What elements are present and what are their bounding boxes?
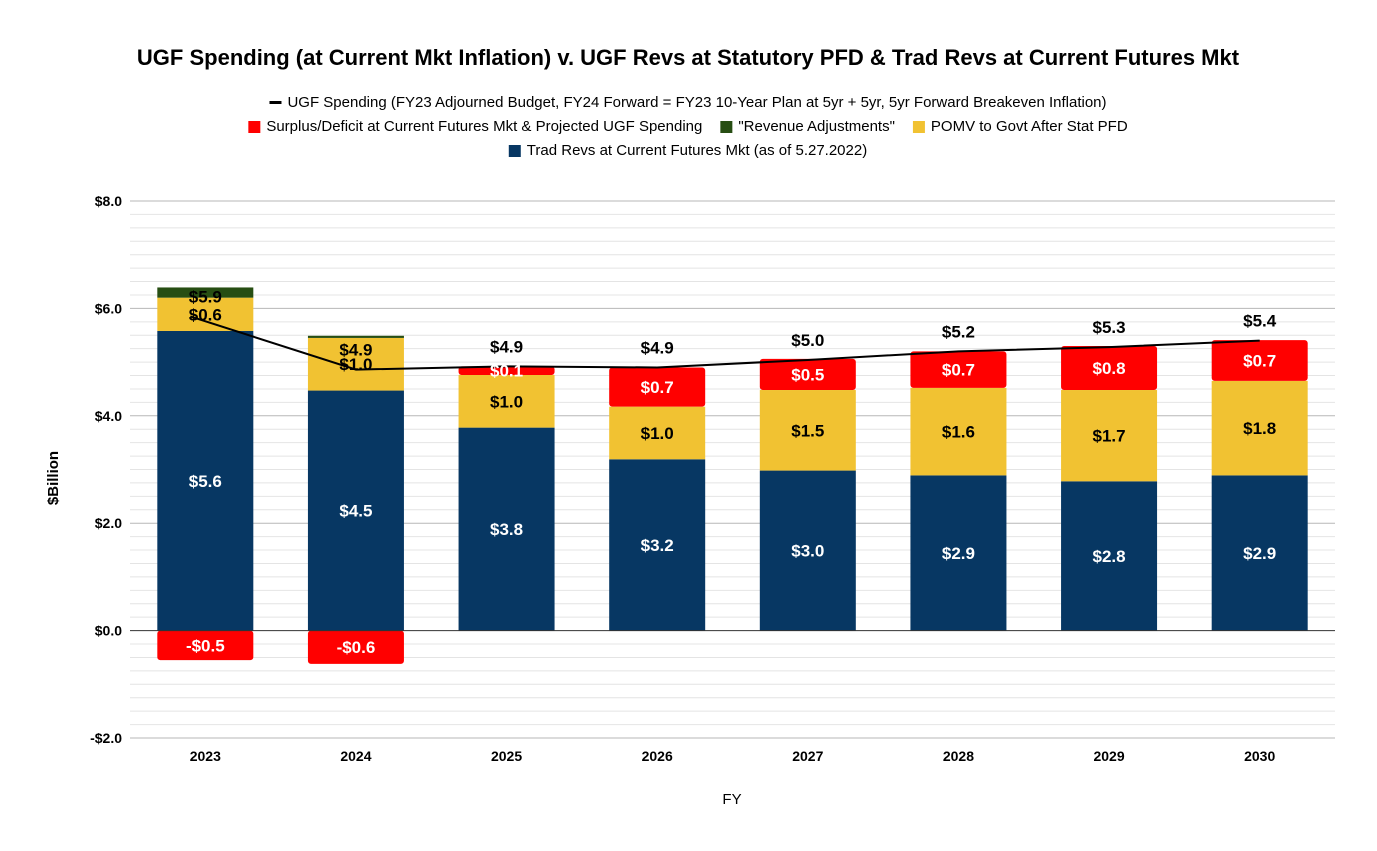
- data-labels-layer: $5.6 $0.6 -$0.5 $4.5 $1.0 -$0.6 $3.8 $1.0 $0.1 $3…: [186, 287, 1277, 657]
- bar-data-label: $1.0: [339, 355, 372, 374]
- bar-segment: [759, 470, 856, 631]
- bar-segment: [609, 367, 706, 407]
- axis-layer: $8.0 $6.0 $4.0 $2.0 $0.0 -$2.0 2023 2024 2025 202…: [90, 193, 1335, 764]
- bar-segment: [157, 297, 254, 331]
- bar-segment: [759, 358, 856, 391]
- bar-data-label: -$0.5: [186, 636, 225, 655]
- y-tick-label: $8.0: [95, 193, 122, 209]
- bar-data-label: $3.2: [641, 536, 674, 555]
- legend-label: "Revenue Adjustments": [738, 118, 895, 135]
- bar-segment: [910, 475, 1007, 631]
- bar-data-label: $1.0: [641, 424, 674, 443]
- y-tick-label: $0.0: [95, 623, 122, 639]
- x-tick-label: 2023: [190, 748, 221, 764]
- line-data-label: $5.2: [942, 322, 975, 341]
- legend: UGF Spending (FY23 Adjourned Budget, FY2…: [248, 94, 1128, 159]
- legend-swatch-line: [269, 101, 282, 104]
- bar-data-label: -$0.6: [337, 638, 376, 657]
- legend-swatch: [248, 121, 261, 133]
- bar-data-label: $2.9: [942, 544, 975, 563]
- bar-segment: [1211, 380, 1308, 476]
- bar-segment: [910, 351, 1007, 388]
- bar-segment: [1211, 475, 1308, 631]
- bar-segment: [307, 337, 404, 391]
- bar-data-label: $0.7: [641, 378, 674, 397]
- chart-title: UGF Spending (at Current Mkt Inflation) …: [137, 45, 1240, 70]
- line-data-label: $5.4: [1243, 312, 1277, 331]
- bar-data-label: $3.0: [791, 542, 824, 561]
- y-axis-label: $Billion: [45, 451, 62, 505]
- bar-segment: [1061, 345, 1158, 391]
- line-data-label: $5.9: [189, 287, 222, 306]
- y-tick-label: $6.0: [95, 300, 122, 316]
- bars-layer: [157, 287, 1308, 664]
- bar-segment: [1061, 390, 1158, 482]
- bar-segment: [307, 335, 404, 338]
- bar-segment: [759, 390, 856, 471]
- legend-label: Surplus/Deficit at Current Futures Mkt &…: [266, 118, 702, 135]
- bar-data-label: $1.6: [942, 423, 975, 442]
- line-data-label: $4.9: [641, 338, 674, 357]
- legend-swatch: [720, 121, 733, 133]
- legend-swatch: [508, 145, 521, 157]
- bar-segment: [609, 459, 706, 631]
- x-tick-label: 2025: [491, 748, 522, 764]
- bar-data-label: $0.6: [189, 305, 222, 324]
- x-tick-label: 2024: [340, 748, 371, 764]
- bar-segment: [307, 630, 404, 664]
- bar-segment: [458, 374, 555, 428]
- bar-data-label: $0.7: [1243, 351, 1276, 370]
- bar-data-label: $1.8: [1243, 419, 1276, 438]
- bar-segment: [1211, 340, 1308, 381]
- bar-data-label: $0.8: [1093, 359, 1126, 378]
- line-data-label: $4.9: [339, 341, 372, 360]
- line-layer: [190, 315, 1260, 371]
- line-data-label: $4.9: [490, 337, 523, 356]
- bar-segment: [307, 390, 404, 631]
- legend-swatch: [912, 121, 925, 133]
- x-tick-label: 2029: [1093, 748, 1124, 764]
- bar-data-label: $2.8: [1093, 547, 1126, 566]
- bar-data-label: $3.8: [490, 520, 523, 539]
- line-data-label: $5.3: [1093, 318, 1126, 337]
- bar-data-label: $2.9: [1243, 544, 1276, 563]
- bar-data-label: $0.5: [791, 365, 824, 384]
- x-tick-label: 2028: [943, 748, 974, 764]
- bar-segment: [458, 366, 555, 375]
- y-tick-label: -$2.0: [90, 730, 122, 746]
- x-axis-label: FY: [722, 791, 741, 808]
- bar-segment: [458, 427, 555, 631]
- bar-segment: [1061, 481, 1158, 631]
- bar-segment: [157, 630, 254, 661]
- bar-segment: [910, 387, 1007, 476]
- bar-data-label: $5.6: [189, 472, 222, 491]
- line-data-label: $5.0: [791, 331, 824, 350]
- y-tick-label: $4.0: [95, 408, 122, 424]
- bar-segment: [157, 287, 254, 298]
- bar-data-label: $4.5: [339, 502, 372, 521]
- y-tick-label: $2.0: [95, 515, 122, 531]
- bar-segment: [609, 406, 706, 460]
- bar-data-label: $1.0: [490, 392, 523, 411]
- ugf-spending-line: [190, 315, 1260, 371]
- bar-data-label: $1.5: [791, 421, 824, 440]
- legend-label: UGF Spending (FY23 Adjourned Budget, FY2…: [287, 94, 1106, 111]
- x-tick-label: 2027: [792, 748, 823, 764]
- bar-data-label: $0.7: [942, 361, 975, 380]
- legend-label: Trad Revs at Current Futures Mkt (as of …: [527, 142, 867, 159]
- x-tick-label: 2030: [1244, 748, 1275, 764]
- bar-segment: [157, 330, 254, 631]
- legend-label: POMV to Govt After Stat PFD: [931, 118, 1128, 135]
- bar-data-label: $0.1: [490, 362, 523, 381]
- x-tick-label: 2026: [642, 748, 673, 764]
- bar-data-label: $1.7: [1093, 427, 1126, 446]
